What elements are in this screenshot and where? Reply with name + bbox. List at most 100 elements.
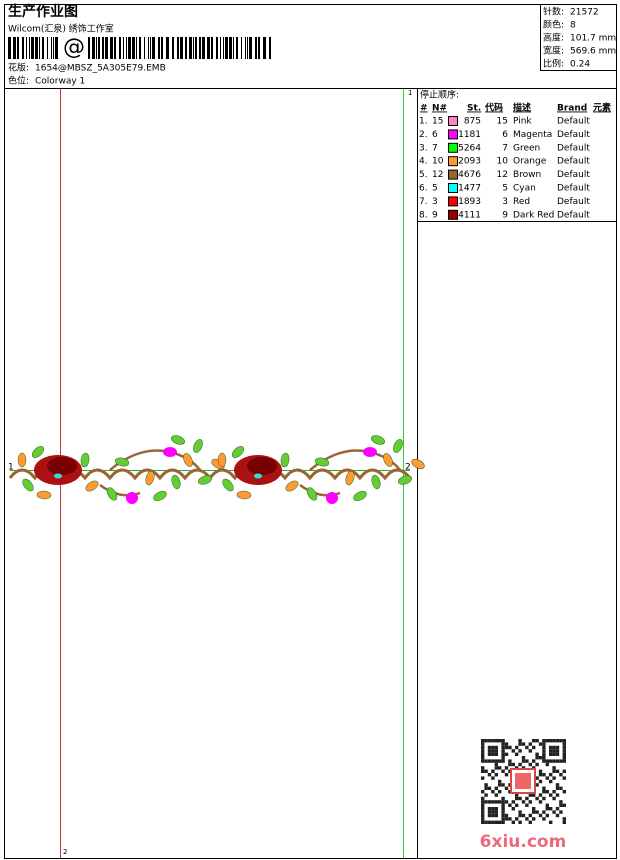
barcode-bar	[110, 37, 113, 59]
qr-module	[549, 820, 553, 824]
qr-module	[501, 752, 505, 756]
row-seq: 4.	[419, 157, 428, 167]
barcode-bar	[180, 37, 183, 59]
rose-center	[254, 473, 262, 479]
qr-module	[515, 752, 519, 756]
qr-module	[538, 756, 543, 760]
qr-module	[494, 739, 498, 743]
leaf	[236, 490, 252, 500]
leaf	[306, 487, 318, 501]
qr-module	[487, 820, 492, 824]
qr-module	[504, 742, 509, 746]
row-stitches: 4111	[458, 210, 481, 220]
leaf	[22, 478, 34, 492]
qr-module	[555, 745, 560, 750]
end-marker: 2	[405, 463, 411, 473]
qr-module	[487, 739, 492, 743]
bud	[163, 447, 177, 457]
qr-module	[549, 793, 553, 797]
qr-module	[521, 813, 526, 818]
barcode-bar	[22, 37, 24, 59]
qr-module	[511, 807, 515, 811]
row-brand: Default	[557, 170, 590, 180]
qr-module	[549, 752, 553, 756]
qr-module	[528, 749, 532, 753]
qr-module	[511, 800, 515, 804]
qr-module	[562, 759, 566, 763]
row-stitches: 1893	[458, 197, 481, 207]
qr-module	[515, 817, 519, 821]
qr-code	[481, 739, 566, 824]
barcode-bar	[247, 37, 248, 59]
qr-module	[504, 745, 509, 750]
qr-module	[528, 800, 532, 804]
qr-module	[545, 790, 549, 794]
qr-module	[549, 773, 553, 777]
qr-module	[525, 817, 529, 821]
row-description: Brown	[513, 170, 541, 180]
qr-module	[515, 803, 519, 807]
studio: Wilcom(汇泉) 绣饰工作室	[8, 23, 114, 35]
qr-module	[532, 759, 536, 763]
barcode-bar	[166, 37, 169, 59]
qr-module	[559, 803, 563, 807]
qr-module	[484, 793, 488, 797]
qr-module	[542, 749, 546, 753]
qr-module	[481, 745, 485, 750]
qr-module	[481, 769, 485, 773]
row-seq: 3.	[419, 143, 428, 153]
qr-module	[484, 759, 488, 763]
leaf	[222, 478, 234, 492]
qr-module	[508, 762, 512, 767]
qr-module	[501, 745, 505, 750]
qr-module	[487, 749, 492, 753]
barcode-bar	[35, 37, 38, 59]
barcode-bar	[216, 37, 218, 59]
barcode-bar	[245, 37, 246, 59]
leaf	[411, 458, 425, 470]
barcode-bar	[88, 37, 90, 59]
color-swatch	[448, 169, 458, 180]
qr-module	[542, 786, 546, 790]
qr-module	[552, 745, 556, 750]
barcode	[8, 37, 271, 59]
qr-module	[498, 790, 502, 794]
qr-module	[484, 739, 488, 743]
leaf	[80, 452, 90, 468]
color-swatch	[448, 116, 458, 126]
qr-module	[535, 756, 539, 760]
qr-module	[535, 783, 539, 787]
barcode-bar	[236, 37, 238, 59]
row-description: Orange	[513, 157, 547, 167]
barcode-bar	[128, 37, 131, 59]
row-seq: 7.	[419, 197, 428, 207]
qr-module	[504, 817, 509, 821]
leaf	[171, 474, 181, 490]
qr-module	[562, 756, 566, 760]
row-brand: Default	[557, 117, 590, 127]
row-needle: 9	[432, 210, 438, 220]
qr-module	[542, 752, 546, 756]
qr-module	[518, 820, 522, 824]
qr-logo-inner	[515, 773, 531, 789]
qr-module	[545, 759, 549, 763]
qr-module	[545, 776, 549, 780]
leaf	[183, 453, 193, 467]
qr-module	[498, 800, 502, 804]
qr-module	[552, 769, 556, 773]
row-stitches: 1181	[458, 130, 481, 140]
barcode-bar	[114, 37, 116, 59]
qr-module	[484, 820, 488, 824]
qr-module	[545, 762, 549, 767]
qr-module	[528, 813, 532, 818]
leaf	[193, 439, 203, 453]
qr-module	[515, 796, 519, 801]
qr-module	[559, 759, 563, 763]
color-swatch	[448, 209, 458, 220]
qr-module	[491, 749, 495, 753]
qr-module	[501, 769, 505, 773]
qr-module	[552, 796, 556, 801]
qr-module	[501, 759, 505, 763]
row-needle: 6	[432, 130, 438, 140]
row-code: 10	[497, 157, 509, 167]
